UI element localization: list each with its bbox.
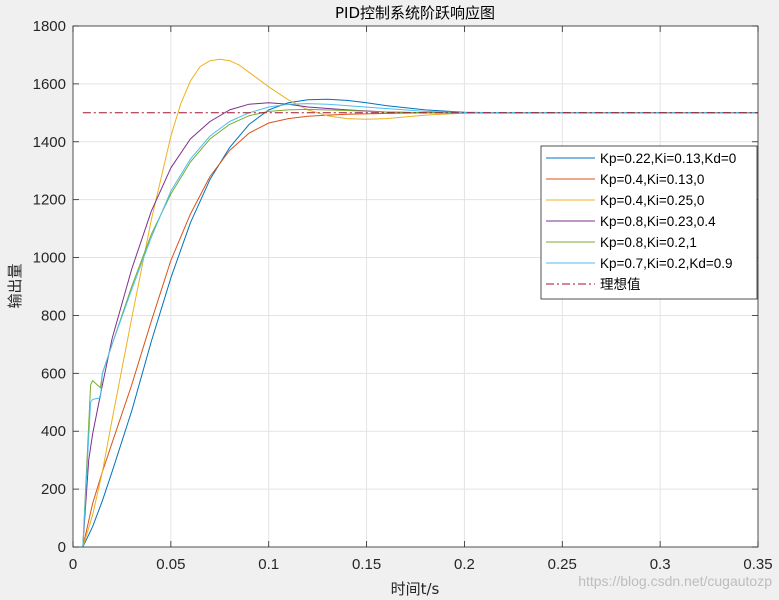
y-tick-label: 1400 <box>33 134 66 151</box>
x-tick-label: 0.2 <box>454 556 475 573</box>
x-axis-label: 时间t/s <box>391 580 440 598</box>
y-tick-label: 1000 <box>33 250 66 267</box>
legend-label: 理想值 <box>600 277 641 293</box>
legend: Kp=0.22,Ki=0.13,Kd=0 Kp=0.4,Ki=0.13,0 Kp=0… <box>540 145 758 300</box>
legend-label: Kp=0.4,Ki=0.13,0 <box>600 172 704 187</box>
y-tick-label: 400 <box>41 423 66 440</box>
y-axis-label: 输出量 <box>6 263 24 308</box>
watermark: https://blog.csdn.net/cugautozp <box>578 573 772 589</box>
x-tick-label: 0.15 <box>352 556 381 573</box>
x-tick-label: 0 <box>69 556 77 573</box>
legend-label: Kp=0.4,Ki=0.25,0 <box>600 193 704 208</box>
series-line-6 <box>82 103 758 548</box>
x-tick-label: 0.35 <box>743 556 772 573</box>
y-tick-label: 1200 <box>33 192 66 209</box>
y-tick-label: 1600 <box>33 76 66 93</box>
legend-label: Kp=0.8,Ki=0.23,0.4 <box>600 214 716 229</box>
legend-box <box>540 145 758 300</box>
plot-frame <box>72 25 759 548</box>
y-tick-label: 0 <box>58 539 66 556</box>
legend-label: Kp=0.8,Ki=0.2,1 <box>600 235 697 250</box>
x-tick-label: 0.1 <box>258 556 279 573</box>
y-tick-label: 200 <box>41 481 66 498</box>
legend-label: Kp=0.22,Ki=0.13,Kd=0 <box>600 151 736 166</box>
y-tick-label: 800 <box>41 307 66 324</box>
ticks: 0 0.05 0.1 0.15 0.2 0.25 0.3 0.35 0 200 400 600 800 1… <box>33 18 773 573</box>
series-lines <box>82 58 758 548</box>
chart-title: PID控制系统阶跃响应图 <box>335 4 495 22</box>
legend-label: Kp=0.7,Ki=0.2,Kd=0.9 <box>600 256 732 271</box>
x-tick-label: 0.3 <box>650 556 671 573</box>
x-tick-label: 0.05 <box>156 556 185 573</box>
y-tick-label: 600 <box>41 365 66 382</box>
y-tick-label: 1800 <box>33 18 66 35</box>
x-tick-label: 0.25 <box>548 556 577 573</box>
